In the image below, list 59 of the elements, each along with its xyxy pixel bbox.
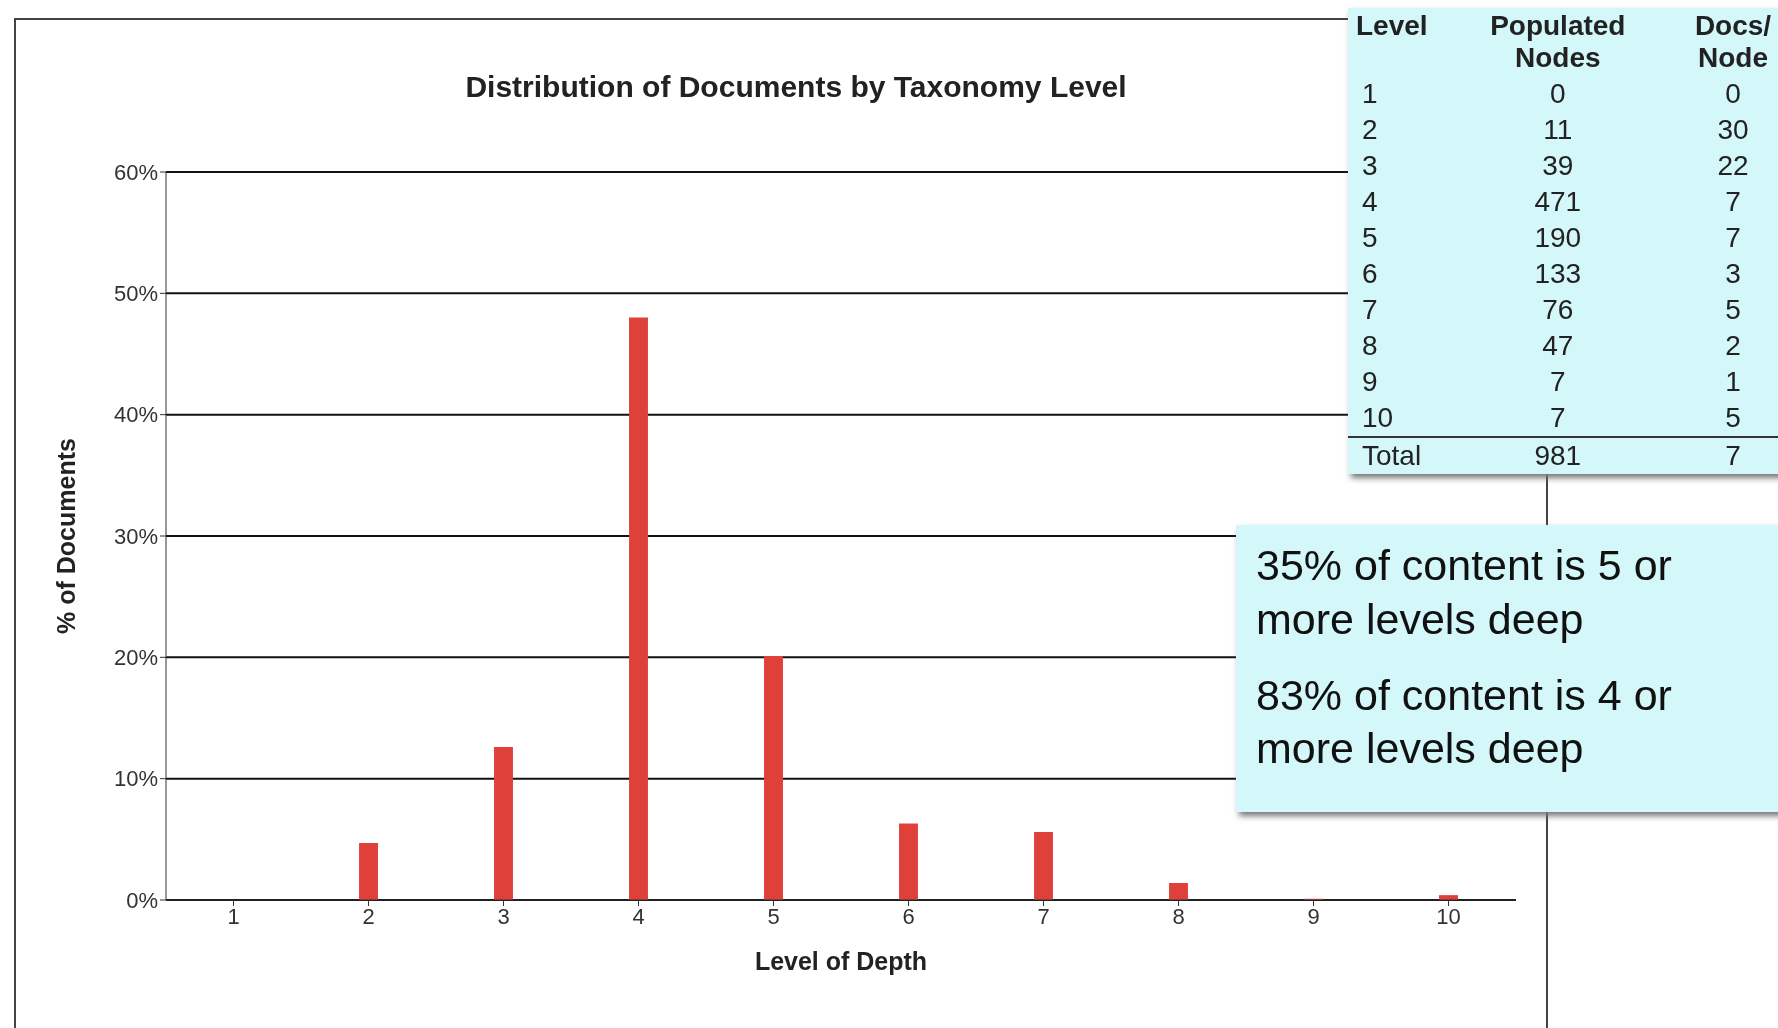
y-tick-label: 4 [1361, 185, 1379, 219]
y-tick-label: 20% [113, 645, 158, 671]
x-tick-label: 7 [1037, 903, 1050, 929]
x-tick-label: 10 [1436, 903, 1461, 929]
data-label: 7 [1680, 437, 1778, 474]
x-tick-label: 8 [1172, 903, 1185, 929]
x-tick-label: 3 [497, 903, 510, 929]
data-label: 471 [1435, 184, 1680, 220]
y-tick-label: 0% [126, 887, 158, 913]
data-label: 3 [1680, 256, 1778, 292]
data-label: 5 [1680, 400, 1778, 437]
data-label: 133 [1435, 256, 1680, 292]
data-label: 39 [1435, 148, 1680, 184]
data-label: 30 [1680, 112, 1778, 148]
y-tick-label: 60% [113, 159, 158, 185]
y-tick-label: 9 [1361, 365, 1379, 399]
x-tick-label: Populated Nodes [1489, 9, 1627, 75]
data-label: 7 [1680, 220, 1778, 256]
x-tick-label: 2 [362, 903, 375, 929]
y-axis-title: Level [1355, 9, 1429, 43]
data-label: 5 [1680, 292, 1778, 328]
data-label: 11 [1435, 112, 1680, 148]
x-tick-label: 4 [632, 903, 645, 929]
chart-title: Distribution of Documents by Taxonomy Level [465, 70, 1127, 103]
data-label: 2 [1680, 328, 1778, 364]
y-tick-label: 10 [1361, 401, 1395, 435]
y-tick-label: 2 [1361, 113, 1379, 147]
y-tick-label: 8 [1361, 329, 1379, 363]
y-tick-label: 6 [1361, 257, 1379, 291]
y-tick-label: 3 [1361, 149, 1379, 183]
data-label: 22 [1680, 148, 1778, 184]
x-axis-title: Level of Depth [754, 947, 928, 975]
y-tick-label: 40% [113, 402, 158, 428]
data-label: 76 [1435, 292, 1680, 328]
x-tick-label: Docs/ Node [1693, 9, 1773, 75]
y-tick-label: Total [1361, 439, 1423, 473]
y-tick-label: 1 [1361, 77, 1379, 111]
annotation: 35% of content is 5 or more levels deep [1256, 540, 1673, 645]
y-tick-label: 50% [113, 281, 158, 307]
data-label: 981 [1435, 437, 1680, 474]
note-box: 35% of content is 5 or more levels deep 83% of content is 4 or more levels deep [1236, 525, 1778, 812]
data-label: 1 [1680, 364, 1778, 400]
data-label: 190 [1435, 220, 1680, 256]
y-tick-label: 7 [1361, 293, 1379, 327]
x-tick-label: 6 [902, 903, 915, 929]
x-tick-label: 9 [1307, 903, 1320, 929]
data-label: 7 [1680, 184, 1778, 220]
data-label: 7 [1435, 400, 1680, 437]
y-tick-label: 10% [113, 766, 158, 792]
data-label: 0 [1435, 76, 1680, 112]
data-label: 0 [1680, 76, 1778, 112]
data-label: 7 [1435, 364, 1680, 400]
x-tick-label: 5 [767, 903, 780, 929]
data-label: 47 [1435, 328, 1680, 364]
y-tick-label: 5 [1361, 221, 1379, 255]
y-tick-label: 30% [113, 523, 158, 549]
y-axis-title: % of Documents [51, 438, 80, 634]
annotation: 83% of content is 4 or more levels deep [1256, 669, 1673, 775]
x-tick-label: 1 [227, 903, 240, 929]
